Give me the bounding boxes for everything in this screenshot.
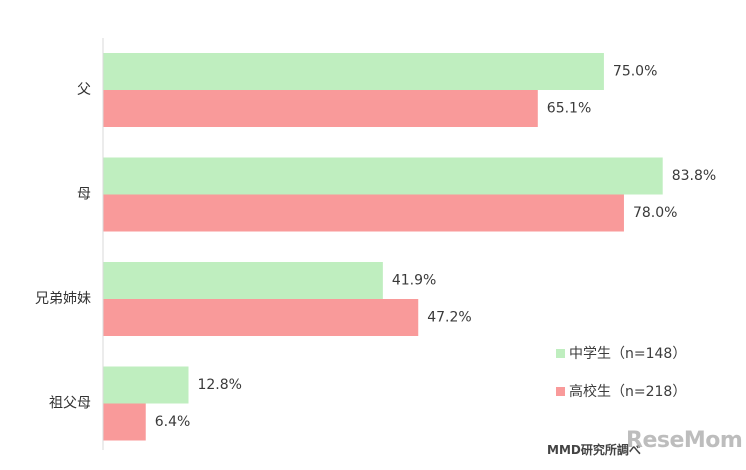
bar-high-school-grandparents	[103, 403, 146, 441]
value-label-high-school-mother: 78.0%	[633, 205, 677, 221]
legend-label-high-school: 高校生（n=218）	[569, 384, 687, 400]
bar-junior-high-siblings	[103, 262, 383, 299]
value-labels: 75.0% 65.1% 83.8% 78.0% 41.9% 47.2% 12.8% 6.4%	[155, 64, 716, 431]
value-label-high-school-grandparents: 6.4%	[155, 414, 191, 430]
legend-label-junior-high: 中学生（n=148）	[569, 346, 687, 362]
category-label-grandparents: 祖父母	[49, 396, 91, 412]
value-label-junior-high-father: 75.0%	[613, 64, 657, 80]
category-label-father: 父	[77, 82, 91, 98]
value-label-high-school-father: 65.1%	[547, 101, 591, 117]
legend-item-junior-high: 中学生（n=148）	[556, 344, 686, 362]
bar-high-school-mother	[103, 194, 624, 232]
category-label-siblings: 兄弟姉妹	[35, 291, 91, 307]
bar-junior-high-father	[103, 53, 604, 90]
value-label-high-school-siblings: 47.2%	[427, 310, 471, 326]
bars-layer	[103, 53, 663, 441]
legend-item-high-school: 高校生（n=218）	[556, 382, 686, 400]
bar-junior-high-mother	[103, 157, 663, 195]
category-label-mother: 母	[77, 187, 91, 203]
source-credit: MMD研究所調べ	[547, 443, 641, 457]
watermark-logo: ReseMom	[626, 428, 743, 453]
value-label-junior-high-grandparents: 12.8%	[197, 377, 241, 393]
value-label-junior-high-siblings: 41.9%	[392, 273, 436, 289]
legend-swatch-high-school	[556, 386, 565, 396]
bar-junior-high-grandparents	[103, 366, 189, 404]
value-label-junior-high-mother: 83.8%	[672, 168, 716, 184]
legend-swatch-junior-high	[556, 348, 565, 358]
bar-high-school-father	[103, 90, 538, 127]
bar-high-school-siblings	[103, 299, 419, 336]
